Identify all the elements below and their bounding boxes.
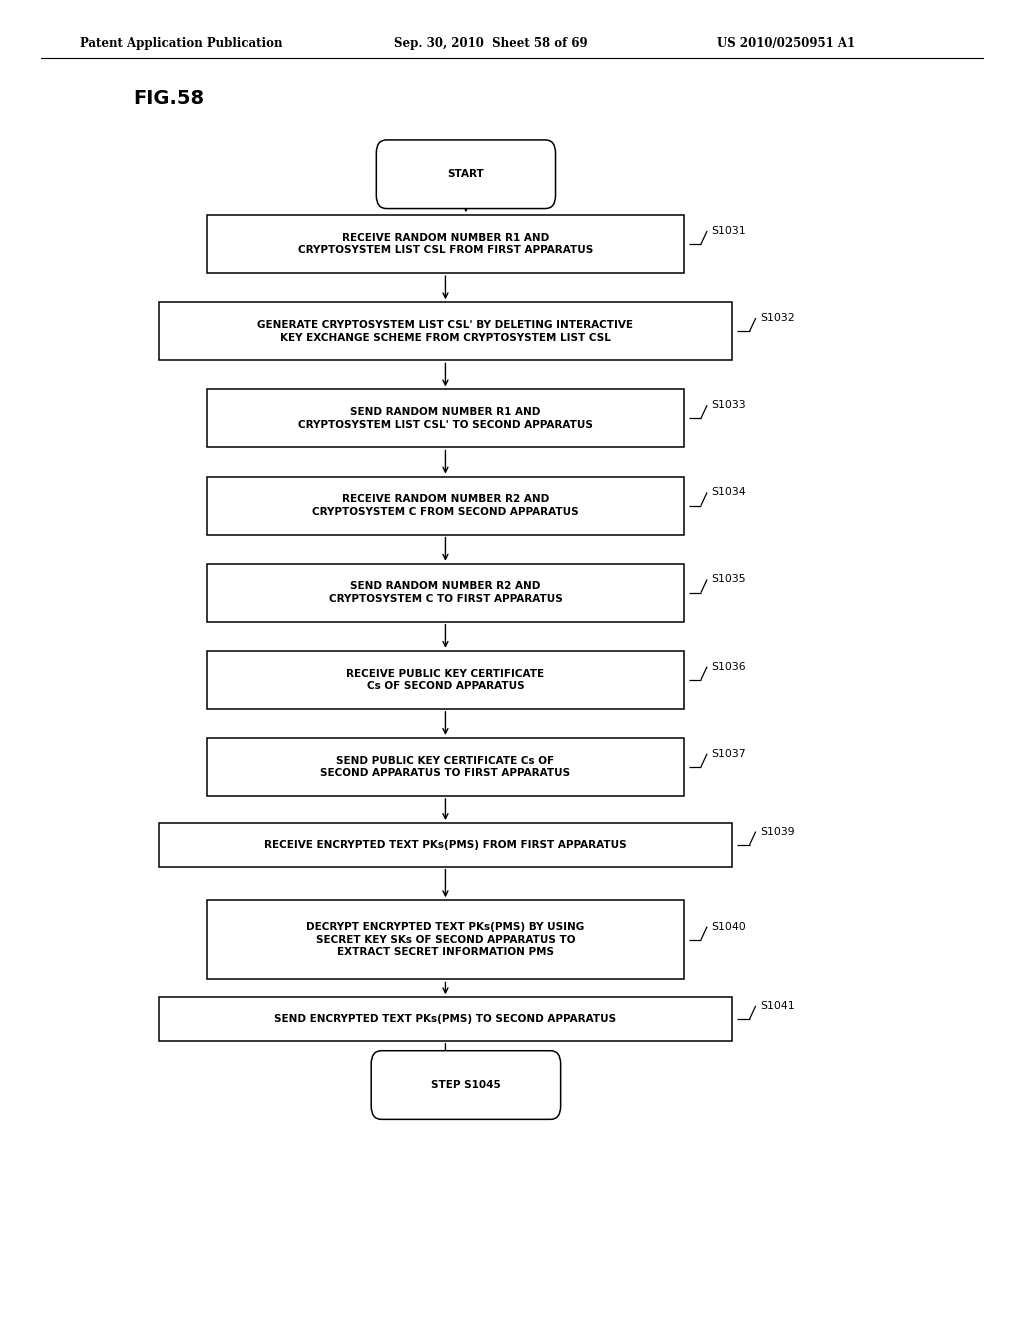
Bar — [207, 389, 684, 447]
Text: S1033: S1033 — [711, 400, 745, 411]
Bar — [159, 998, 732, 1040]
Bar — [207, 900, 684, 979]
Text: S1037: S1037 — [711, 748, 745, 759]
Text: Patent Application Publication: Patent Application Publication — [80, 37, 283, 50]
Text: RECEIVE PUBLIC KEY CERTIFICATE
Cs OF SECOND APPARATUS: RECEIVE PUBLIC KEY CERTIFICATE Cs OF SEC… — [346, 669, 545, 690]
Bar — [159, 824, 732, 867]
Text: RECEIVE RANDOM NUMBER R2 AND
CRYPTOSYSTEM C FROM SECOND APPARATUS: RECEIVE RANDOM NUMBER R2 AND CRYPTOSYSTE… — [312, 495, 579, 516]
Text: SEND RANDOM NUMBER R1 AND
CRYPTOSYSTEM LIST CSL' TO SECOND APPARATUS: SEND RANDOM NUMBER R1 AND CRYPTOSYSTEM L… — [298, 408, 593, 429]
Text: S1041: S1041 — [760, 1001, 795, 1011]
Text: S1034: S1034 — [711, 487, 745, 498]
Text: DECRYPT ENCRYPTED TEXT PKs(PMS) BY USING
SECRET KEY SKs OF SECOND APPARATUS TO
E: DECRYPT ENCRYPTED TEXT PKs(PMS) BY USING… — [306, 923, 585, 957]
Text: SEND RANDOM NUMBER R2 AND
CRYPTOSYSTEM C TO FIRST APPARATUS: SEND RANDOM NUMBER R2 AND CRYPTOSYSTEM C… — [329, 582, 562, 603]
Text: S1040: S1040 — [711, 921, 745, 932]
FancyBboxPatch shape — [371, 1051, 561, 1119]
Text: STEP S1045: STEP S1045 — [431, 1080, 501, 1090]
Text: S1036: S1036 — [711, 661, 745, 672]
Text: S1031: S1031 — [711, 226, 745, 236]
Text: Sep. 30, 2010  Sheet 58 of 69: Sep. 30, 2010 Sheet 58 of 69 — [394, 37, 588, 50]
Text: RECEIVE RANDOM NUMBER R1 AND
CRYPTOSYSTEM LIST CSL FROM FIRST APPARATUS: RECEIVE RANDOM NUMBER R1 AND CRYPTOSYSTE… — [298, 234, 593, 255]
Bar — [207, 651, 684, 709]
Text: START: START — [447, 169, 484, 180]
Text: RECEIVE ENCRYPTED TEXT PKs(PMS) FROM FIRST APPARATUS: RECEIVE ENCRYPTED TEXT PKs(PMS) FROM FIR… — [264, 840, 627, 850]
Text: FIG.58: FIG.58 — [133, 90, 204, 108]
Text: GENERATE CRYPTOSYSTEM LIST CSL' BY DELETING INTERACTIVE
KEY EXCHANGE SCHEME FROM: GENERATE CRYPTOSYSTEM LIST CSL' BY DELET… — [257, 321, 634, 342]
Bar — [207, 738, 684, 796]
Bar — [159, 302, 732, 360]
Bar — [207, 477, 684, 535]
Text: SEND PUBLIC KEY CERTIFICATE Cs OF
SECOND APPARATUS TO FIRST APPARATUS: SEND PUBLIC KEY CERTIFICATE Cs OF SECOND… — [321, 756, 570, 777]
FancyBboxPatch shape — [377, 140, 555, 209]
Text: US 2010/0250951 A1: US 2010/0250951 A1 — [717, 37, 855, 50]
Text: S1039: S1039 — [760, 826, 795, 837]
Text: S1032: S1032 — [760, 313, 795, 323]
Bar — [207, 564, 684, 622]
Bar — [207, 215, 684, 273]
Text: SEND ENCRYPTED TEXT PKs(PMS) TO SECOND APPARATUS: SEND ENCRYPTED TEXT PKs(PMS) TO SECOND A… — [274, 1014, 616, 1024]
Text: S1035: S1035 — [711, 574, 745, 585]
